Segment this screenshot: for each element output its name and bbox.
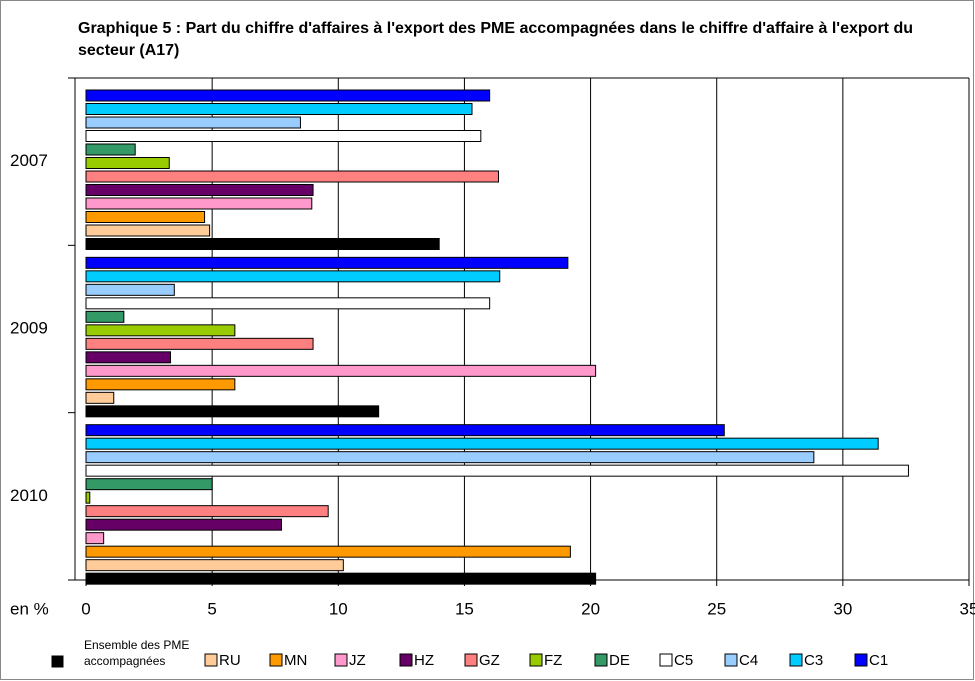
y-tick-label: 2009: [10, 318, 48, 337]
bar: [85, 130, 482, 142]
bar: [85, 283, 175, 296]
x-tick-label: 5: [207, 599, 216, 618]
bar: [85, 197, 313, 210]
legend-swatch: [789, 653, 803, 667]
legend-label: GZ: [479, 652, 500, 669]
x-tick-label: 0: [81, 599, 90, 618]
x-axis-label: en %: [10, 599, 49, 618]
bar: [85, 424, 725, 437]
chart-title: Graphique 5 : Part du chiffre d'affaires…: [78, 20, 913, 59]
legend-label: FZ: [544, 652, 562, 669]
bar: [85, 103, 473, 115]
bar: [85, 364, 597, 377]
bar: [85, 405, 380, 418]
legend-swatch: [724, 653, 738, 667]
bar: [85, 170, 499, 183]
bar: [85, 324, 236, 337]
bar: [85, 184, 314, 196]
bar: [85, 297, 491, 310]
bar: [85, 89, 491, 102]
legend-label: DE: [609, 652, 630, 669]
bar: [85, 478, 213, 491]
bar: [85, 491, 91, 504]
bar: [85, 143, 136, 156]
y-tick-label: 2007: [10, 151, 48, 170]
legend-swatch: [334, 653, 348, 667]
x-tick-label: 30: [833, 599, 852, 618]
bar: [85, 351, 172, 364]
bar: [85, 451, 815, 464]
bar: [85, 391, 115, 404]
bar: [85, 310, 125, 323]
legend-swatch: [529, 653, 543, 667]
bar: [85, 572, 597, 585]
bar: [85, 224, 211, 237]
bar: [85, 116, 301, 129]
bar: [85, 559, 344, 572]
legend-swatch: [659, 653, 673, 667]
legend-label: MN: [284, 652, 307, 669]
bar: [85, 211, 206, 223]
legend-label: C5: [674, 652, 693, 669]
x-tick-label: 15: [455, 599, 474, 618]
legend-swatch: [204, 653, 218, 667]
bar: [85, 545, 571, 558]
legend-label: RU: [219, 652, 241, 669]
x-tick-label: 25: [707, 599, 726, 618]
bar: [85, 505, 329, 518]
bar: [85, 157, 170, 169]
bar: [85, 238, 440, 250]
bar: [85, 532, 105, 545]
bar: [85, 337, 314, 350]
bar: [85, 464, 909, 477]
legend-label: C3: [804, 652, 823, 669]
bar: [85, 518, 283, 531]
legend-swatch: [464, 653, 478, 667]
legend-swatch: [399, 653, 413, 667]
legend-swatch: [269, 653, 283, 667]
legend-label: Ensemble des PME accompagnées: [84, 638, 190, 668]
legend-label: C1: [869, 652, 888, 669]
legend-label: C4: [739, 652, 758, 669]
bar: [85, 270, 501, 283]
x-tick-label: 20: [581, 599, 600, 618]
legend-swatch: [854, 653, 868, 667]
bar: [85, 256, 569, 269]
chart-title-box: Graphique 5 : Part du chiffre d'affaires…: [78, 20, 913, 59]
y-tick-label: 2010: [10, 486, 48, 505]
legend-swatch: [51, 655, 64, 668]
legend-label-box: Ensemble des PME accompagnées: [84, 638, 190, 668]
legend-label: JZ: [349, 652, 366, 669]
x-tick-label: 10: [329, 599, 348, 618]
legend-label: HZ: [414, 652, 434, 669]
bar: [85, 378, 236, 391]
legend-swatch: [594, 653, 608, 667]
bar: [85, 437, 879, 450]
x-tick-label: 35: [960, 599, 975, 618]
